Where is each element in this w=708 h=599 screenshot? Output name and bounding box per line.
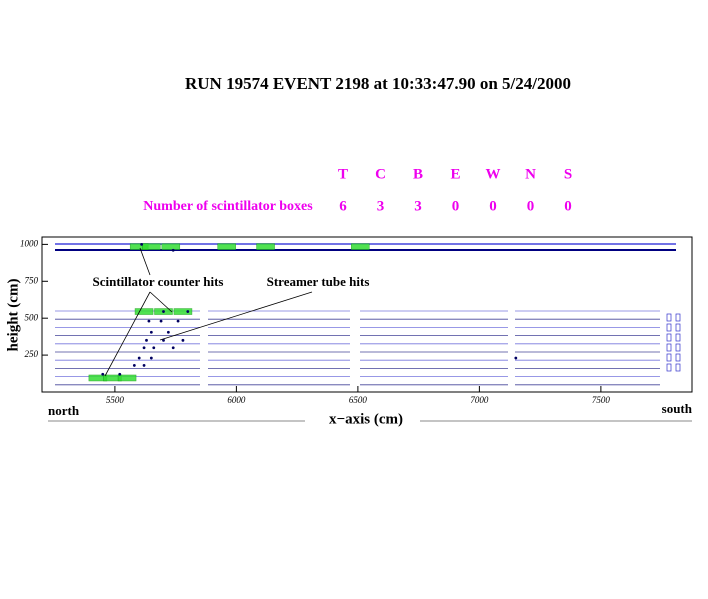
scintillator-hit [173,308,193,315]
streamer-hit [140,242,144,246]
plot-frame [41,236,693,393]
south-counter [666,333,672,342]
south-counter [666,343,672,352]
streamer-hit [142,364,146,367]
table-value: 3 [414,198,422,214]
south-counter [666,353,672,362]
scintillator-hit [161,243,181,250]
streamer-hit [514,356,518,360]
table-header: C [375,166,386,182]
x-tick-label: 7500 [592,395,611,405]
north-label: north [48,403,80,418]
streamer-hit [166,330,170,334]
south-counter [675,363,681,372]
annotation-arrow [104,291,151,377]
table-header: N [525,166,536,182]
streamer-hit [101,372,105,376]
table-value: 0 [527,198,535,214]
streamer-hit [149,330,153,334]
table-value: 3 [377,198,385,214]
streamer-hit [162,310,165,313]
x-tick-label: 5500 [106,395,125,405]
streamer-hit [145,338,148,342]
south-counter [675,333,681,342]
annotation-arrow [149,291,173,313]
scintillator-hit [142,243,161,250]
streamer-hit [118,372,122,376]
annotation-arrow [159,291,313,341]
title: RUN 19574 EVENT 2198 at 10:33:47.90 on 5… [185,74,571,93]
streamer-hit [142,346,146,350]
x-tick-label: 6500 [349,395,368,405]
streamer-hit [149,356,153,360]
streamer-hit [186,310,190,313]
annotation: Streamer tube hits [267,274,370,289]
table-value: 0 [489,198,497,214]
scintillator-hit [117,374,137,382]
streamer-hit [137,356,141,360]
south-counter [666,313,672,322]
south-counter [675,343,681,352]
table-value: 6 [339,198,347,214]
streamer-hit [132,364,136,367]
south-counter [675,313,681,322]
x-tick-label: 6000 [227,395,246,405]
scintillator-hit [256,243,275,250]
scintillator-hit [351,243,370,250]
x-axis-label: x−axis (cm) [329,411,403,427]
streamer-hit [162,338,165,342]
annotation-arrow [139,247,151,276]
streamer-hit [181,338,185,342]
streamer-hit [176,319,180,323]
y-tick-label: 500 [25,312,39,322]
streamer-hit [171,346,175,350]
y-tick-label: 250 [25,349,39,359]
south-counter [675,353,681,362]
south-counter [675,323,681,332]
table-row-label: Number of scintillator boxes [143,199,313,214]
table-header: B [413,166,423,182]
y-tick-label: 750 [25,275,39,285]
table-value: 0 [452,198,460,214]
streamer-hit [171,248,175,252]
table-header: W [486,166,501,182]
table-header: T [338,166,348,182]
y-tick-label: 1000 [20,238,39,248]
streamer-hit [159,319,163,323]
annotation: Scintillator counter hits [93,274,224,289]
table-header: E [450,166,460,182]
streamer-hit [152,346,156,350]
table-value: 0 [564,198,572,214]
south-counter [666,363,672,372]
scintillator-hit [134,308,154,315]
x-tick-label: 7000 [470,395,489,405]
south-counter [666,323,672,332]
y-axis-label: height (cm) [5,279,21,352]
streamer-hit [147,319,151,323]
south-label: south [662,401,693,416]
scintillator-hit [217,243,236,250]
table-header: S [564,166,572,182]
